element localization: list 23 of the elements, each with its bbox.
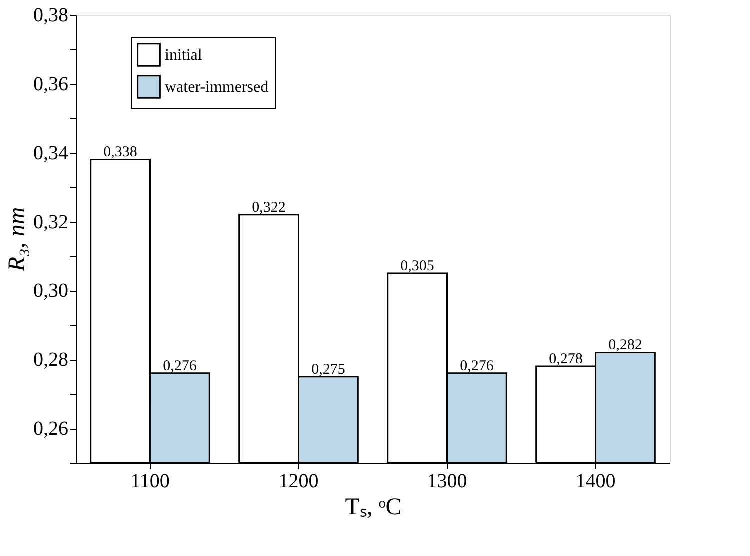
data-label: 0,338	[104, 144, 138, 161]
x-tick-label: 1400	[576, 470, 616, 492]
y-axis-title: R₃, nm	[4, 207, 30, 273]
legend-label: water-immersed	[165, 79, 269, 96]
y-tick-label: 0,32	[34, 211, 68, 234]
y-tick-label: 0,28	[34, 349, 68, 372]
x-axis-title: Tₛ, ᵒC	[345, 494, 402, 520]
y-tick-label: 0,38	[34, 4, 68, 26]
data-label: 0,275	[312, 362, 346, 378]
x-tick-label: 1100	[130, 470, 170, 492]
y-tick-label: 0,36	[34, 73, 68, 96]
data-label: 0,322	[252, 200, 286, 216]
data-label: 0,305	[400, 258, 434, 274]
data-label: 0,278	[549, 352, 583, 368]
x-tick-label: 1200	[278, 470, 319, 492]
data-label: 0,276	[460, 358, 494, 374]
y-tick-label: 0,26	[34, 418, 68, 440]
y-tick-label: 0,30	[34, 280, 68, 302]
legend-label: initial	[165, 47, 203, 64]
data-label: 0,282	[608, 338, 642, 354]
data-label: 0,276	[163, 358, 198, 374]
x-tick-label: 1300	[427, 470, 468, 492]
y-tick-label: 0,34	[34, 142, 68, 164]
